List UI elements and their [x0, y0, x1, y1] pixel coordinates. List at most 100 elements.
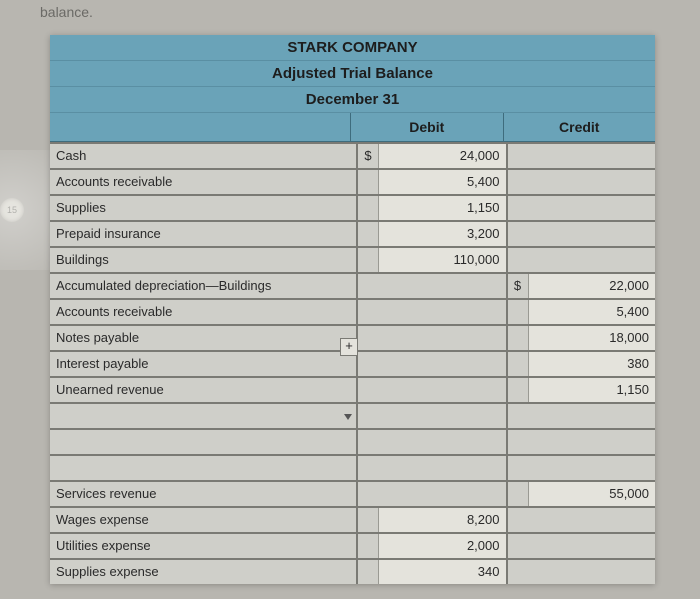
debit-cell[interactable] — [356, 430, 506, 454]
debit-amount[interactable]: 24,000 — [378, 144, 506, 168]
debit-cell[interactable]: 5,400 — [356, 170, 506, 194]
account-name-cell[interactable]: Supplies expense — [50, 560, 356, 584]
account-name-cell[interactable]: Services revenue — [50, 482, 356, 506]
credit-amount[interactable] — [528, 170, 656, 194]
credit-amount[interactable]: 5,400 — [528, 300, 656, 324]
credit-amount[interactable]: 18,000 — [528, 326, 656, 350]
credit-cell[interactable] — [506, 196, 656, 220]
table-row[interactable]: Supplies expense 340 — [50, 558, 655, 584]
credit-amount[interactable]: 380 — [528, 352, 656, 376]
table-row[interactable]: Wages expense 8,200 — [50, 506, 655, 532]
debit-cell[interactable]: $24,000 — [356, 144, 506, 168]
add-row-button[interactable]: + — [340, 338, 358, 356]
account-name-cell[interactable]: Accounts receivable — [50, 300, 356, 324]
credit-cell[interactable] — [506, 456, 656, 480]
account-name-cell[interactable]: Wages expense — [50, 508, 356, 532]
debit-cell[interactable]: 8,200 — [356, 508, 506, 532]
account-name-cell[interactable] — [50, 404, 356, 428]
credit-amount[interactable] — [528, 560, 656, 584]
account-name-cell[interactable]: Interest payable — [50, 352, 356, 376]
debit-amount[interactable] — [378, 456, 506, 480]
credit-amount[interactable] — [528, 196, 656, 220]
debit-cell[interactable] — [356, 456, 506, 480]
debit-amount[interactable]: 5,400 — [378, 170, 506, 194]
dropdown-caret-icon[interactable] — [344, 414, 352, 420]
credit-cell[interactable] — [506, 170, 656, 194]
account-name-cell[interactable] — [50, 456, 356, 480]
credit-cell[interactable] — [506, 508, 656, 532]
table-row[interactable]: Accounts receivable 5,400 — [50, 168, 655, 194]
account-name-cell[interactable]: Prepaid insurance — [50, 222, 356, 246]
credit-amount[interactable] — [528, 508, 656, 532]
account-name-cell[interactable]: Cash — [50, 144, 356, 168]
debit-amount[interactable]: 3,200 — [378, 222, 506, 246]
table-row[interactable] — [50, 428, 655, 454]
debit-amount[interactable] — [378, 430, 506, 454]
credit-amount[interactable]: 22,000 — [528, 274, 656, 298]
credit-cell[interactable]: 380 — [506, 352, 656, 376]
table-row[interactable]: Prepaid insurance 3,200 — [50, 220, 655, 246]
credit-cell[interactable]: $22,000 — [506, 274, 656, 298]
debit-cell[interactable] — [356, 378, 506, 402]
credit-cell[interactable] — [506, 404, 656, 428]
debit-amount[interactable] — [378, 404, 506, 428]
debit-cell[interactable]: 110,000 — [356, 248, 506, 272]
table-row[interactable]: Unearned revenue 1,150 — [50, 376, 655, 402]
table-row[interactable]: Supplies 1,150 — [50, 194, 655, 220]
credit-amount[interactable] — [528, 534, 656, 558]
debit-cell[interactable] — [356, 300, 506, 324]
credit-cell[interactable]: 1,150 — [506, 378, 656, 402]
credit-amount[interactable] — [528, 222, 656, 246]
table-row[interactable] — [50, 402, 655, 428]
debit-cell[interactable]: 340 — [356, 560, 506, 584]
debit-amount[interactable]: 8,200 — [378, 508, 506, 532]
table-row[interactable]: Buildings 110,000 — [50, 246, 655, 272]
account-name-cell[interactable]: Supplies — [50, 196, 356, 220]
debit-cell[interactable]: 1,150 — [356, 196, 506, 220]
debit-amount[interactable] — [378, 378, 506, 402]
table-row[interactable]: Services revenue 55,000 — [50, 480, 655, 506]
table-row[interactable]: Accumulated depreciation—Buildings $22,00… — [50, 272, 655, 298]
credit-cell[interactable] — [506, 222, 656, 246]
table-row[interactable]: Cash$24,000 — [50, 142, 655, 168]
debit-cell[interactable] — [356, 352, 506, 376]
credit-cell[interactable] — [506, 144, 656, 168]
account-name-cell[interactable]: Unearned revenue — [50, 378, 356, 402]
credit-amount[interactable] — [528, 144, 656, 168]
table-row[interactable] — [50, 454, 655, 480]
credit-cell[interactable] — [506, 430, 656, 454]
debit-cell[interactable]: 3,200 — [356, 222, 506, 246]
debit-amount[interactable]: 110,000 — [378, 248, 506, 272]
debit-amount[interactable]: 2,000 — [378, 534, 506, 558]
debit-amount[interactable] — [378, 352, 506, 376]
credit-cell[interactable] — [506, 534, 656, 558]
credit-amount[interactable] — [528, 248, 656, 272]
table-row[interactable]: Utilities expense 2,000 — [50, 532, 655, 558]
account-name-cell[interactable]: Accumulated depreciation—Buildings — [50, 274, 356, 298]
debit-amount[interactable] — [378, 326, 506, 350]
credit-cell[interactable] — [506, 248, 656, 272]
credit-amount[interactable] — [528, 430, 656, 454]
account-name-cell[interactable] — [50, 430, 356, 454]
credit-amount[interactable] — [528, 404, 656, 428]
debit-amount[interactable]: 340 — [378, 560, 506, 584]
debit-cell[interactable] — [356, 404, 506, 428]
account-name-cell[interactable]: Buildings — [50, 248, 356, 272]
debit-amount[interactable] — [378, 274, 506, 298]
credit-cell[interactable]: 18,000 — [506, 326, 656, 350]
credit-amount[interactable]: 55,000 — [528, 482, 656, 506]
credit-cell[interactable] — [506, 560, 656, 584]
credit-cell[interactable]: 55,000 — [506, 482, 656, 506]
debit-cell[interactable] — [356, 326, 506, 350]
debit-amount[interactable]: 1,150 — [378, 196, 506, 220]
account-name-cell[interactable]: Accounts receivable — [50, 170, 356, 194]
debit-amount[interactable] — [378, 482, 506, 506]
debit-amount[interactable] — [378, 300, 506, 324]
credit-amount[interactable]: 1,150 — [528, 378, 656, 402]
table-row[interactable]: Accounts receivable 5,400 — [50, 298, 655, 324]
credit-cell[interactable]: 5,400 — [506, 300, 656, 324]
debit-cell[interactable]: 2,000 — [356, 534, 506, 558]
account-name-cell[interactable]: Notes payable — [50, 326, 356, 350]
debit-cell[interactable] — [356, 482, 506, 506]
account-name-cell[interactable]: Utilities expense — [50, 534, 356, 558]
